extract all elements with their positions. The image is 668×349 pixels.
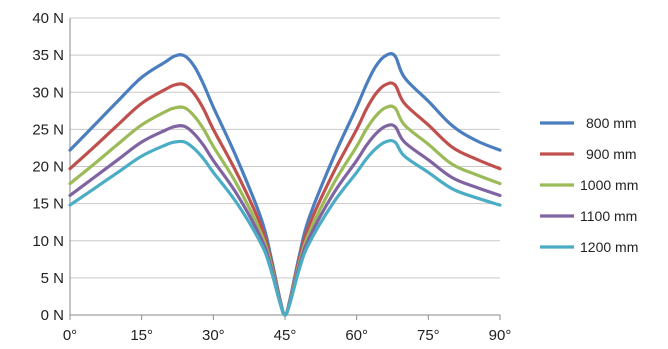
axis-layer: 0 N 5 N 10 N 15 N 20 N 25 N 30 N 35 N 40 N 0° 15° 3… [32, 10, 511, 344]
series-line-1100-mm [68, 123, 502, 317]
series-line-800-mm [68, 52, 502, 317]
x-tick-label: 15° [130, 327, 153, 344]
x-tick-label: 60° [345, 327, 368, 344]
legend-label: 800 mm [586, 115, 637, 131]
series-line-1200-mm [68, 138, 502, 317]
legend-label: 1100 mm [580, 208, 637, 224]
x-tick-label: 0° [63, 327, 77, 344]
x-tick-label: 90° [489, 327, 512, 344]
y-tick-label: 20 N [32, 159, 64, 176]
series-line-1000-mm [68, 104, 502, 317]
y-tick-label: 15 N [32, 196, 64, 213]
y-tick-label: 40 N [32, 10, 64, 27]
x-tick-label: 45° [274, 327, 297, 344]
x-tick-label: 75° [417, 327, 440, 344]
series-layer [68, 52, 502, 317]
y-tick-label: 0 N [41, 307, 64, 324]
y-tick-label: 5 N [41, 270, 64, 287]
legend: 800 mm 900 mm 1000 mm 1100 mm 1200 mm [540, 115, 638, 255]
x-tick-label: 30° [202, 327, 225, 344]
legend-label: 1200 mm [580, 239, 638, 255]
legend-label: 1000 mm [580, 177, 638, 193]
series-line-900-mm [68, 81, 502, 317]
legend-label: 900 mm [586, 146, 637, 162]
y-tick-label: 30 N [32, 84, 64, 101]
y-tick-label: 10 N [32, 233, 64, 250]
y-tick-label: 35 N [32, 47, 64, 64]
grid-layer [70, 17, 500, 279]
y-tick-label: 25 N [32, 121, 64, 138]
